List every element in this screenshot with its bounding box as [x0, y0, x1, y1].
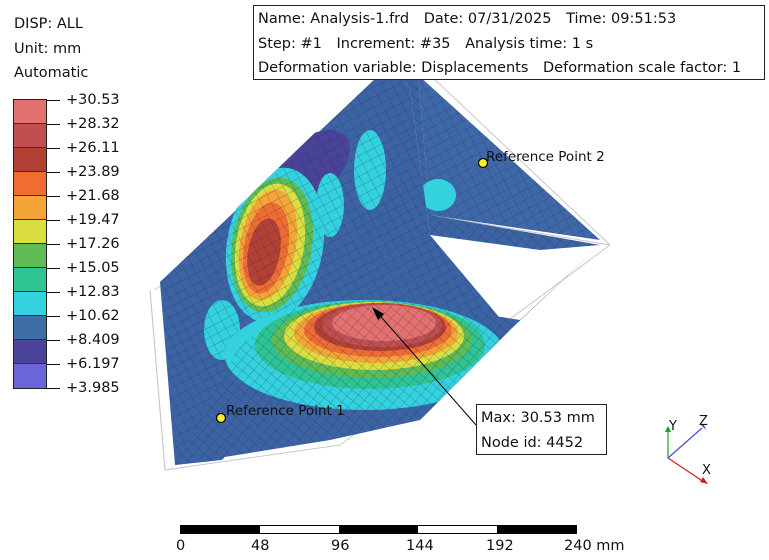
legend-mode: Automatic [14, 65, 89, 81]
legend-value-text: +26.11 [66, 140, 120, 156]
legend-tick [46, 195, 60, 197]
scale-tick-label: 192 [486, 538, 514, 554]
scale-bar [180, 525, 577, 534]
legend-swatch [14, 316, 46, 340]
legend-swatch [14, 244, 46, 268]
reference-point-1-marker[interactable] [215, 412, 227, 424]
scale-segment [260, 526, 339, 533]
legend-value-text: +23.89 [66, 164, 120, 180]
legend-unit: Unit: mm [14, 40, 82, 57]
legend-value-text: +21.68 [66, 188, 120, 204]
legend-value: +17.26 [46, 232, 120, 256]
legend-value-text: +15.05 [66, 260, 120, 276]
info-step: Step: #1 [258, 35, 322, 52]
axis-triad [665, 424, 708, 484]
scale-segment [339, 526, 418, 533]
legend-value: +8.409 [46, 328, 120, 352]
legend-tick [46, 291, 60, 293]
scale-tick-label: 48 [251, 538, 270, 554]
legend-tick [46, 267, 60, 269]
legend-tick [46, 147, 60, 149]
legend-value-text: +30.53 [66, 92, 120, 108]
legend-value-text: +3.985 [66, 380, 120, 396]
legend-swatch [14, 340, 46, 364]
legend-swatch [14, 292, 46, 316]
info-deformation-variable: Deformation variable: Displacements [258, 60, 529, 76]
legend-swatch [14, 364, 46, 388]
legend-swatch [14, 172, 46, 196]
legend-value: +12.83 [46, 280, 120, 304]
legend-value-text: +8.409 [66, 332, 120, 348]
legend-header: DISP: ALL Unit: mm Automatic [14, 12, 88, 86]
scale-labels: 0 48 96 144 192 240 mm [172, 538, 642, 558]
legend-value-text: +19.47 [66, 212, 120, 228]
max-leader-arrow [372, 307, 384, 320]
info-deformation-scale: Deformation scale factor: 1 [543, 60, 742, 76]
legend-value: +6.197 [46, 352, 120, 376]
legend-value-text: +6.197 [66, 356, 120, 372]
legend-value: +26.11 [46, 136, 120, 160]
legend-swatch [14, 100, 46, 124]
scale-tick-label: 0 [176, 538, 186, 554]
legend-value: +19.47 [46, 208, 120, 232]
analysis-info-box: Name: Analysis-1.frd Date: 07/31/2025 Ti… [253, 5, 765, 80]
legend-tick [46, 171, 60, 173]
legend-tick [46, 243, 60, 245]
legend-tick [46, 363, 60, 365]
legend-tick [46, 315, 60, 317]
legend-value: +3.985 [46, 376, 120, 400]
info-date: Date: 07/31/2025 [423, 11, 552, 27]
axis-y-label: Y [669, 419, 677, 434]
reference-point-2-marker[interactable] [477, 157, 489, 169]
scale-segment [181, 526, 260, 533]
scale-tick-label: 144 [406, 538, 434, 554]
scale-tick-label: 96 [331, 538, 350, 554]
reference-point-2-label: Reference Point 2 [486, 149, 605, 165]
legend-swatch [14, 196, 46, 220]
axis-z-label: Z [699, 414, 708, 429]
info-analysis-time: Analysis time: 1 s [465, 35, 594, 52]
legend-value: +30.53 [46, 88, 120, 112]
max-value: Max: 30.53 mm [481, 410, 595, 426]
legend-tick [46, 339, 60, 341]
legend-value-text: +12.83 [66, 284, 120, 300]
legend-value: +15.05 [46, 256, 120, 280]
info-name: Name: Analysis-1.frd [258, 11, 410, 27]
legend-swatch [14, 220, 46, 244]
legend-value-text: +28.32 [66, 116, 120, 132]
legend-value: +10.62 [46, 304, 120, 328]
legend-value-text: +10.62 [66, 308, 120, 324]
reference-point-1-label: Reference Point 1 [226, 403, 345, 419]
scale-segment [497, 526, 576, 533]
max-value-box: Max: 30.53 mm Node id: 4452 [476, 404, 607, 455]
axis-x-label: X [702, 463, 711, 478]
info-time: Time: 09:51:53 [566, 11, 677, 27]
legend-swatch [14, 268, 46, 292]
legend-tick [46, 219, 60, 221]
legend-tick [46, 99, 60, 101]
legend-value: +28.32 [46, 112, 120, 136]
max-leader-line [375, 310, 477, 426]
legend-swatch [14, 148, 46, 172]
max-node-id: Node id: 4452 [481, 434, 584, 451]
legend-swatch [14, 124, 46, 148]
legend-tick [46, 387, 60, 389]
scale-segment [418, 526, 497, 533]
info-increment: Increment: #35 [336, 35, 451, 52]
legend-value: +23.89 [46, 160, 120, 184]
floor-panel [175, 245, 600, 465]
legend-variable: DISP: ALL [14, 16, 83, 32]
legend-tick [46, 123, 60, 125]
legend-value: +21.68 [46, 184, 120, 208]
legend-value-text: +17.26 [66, 236, 120, 252]
scale-tick-label: 240 mm [564, 538, 625, 554]
